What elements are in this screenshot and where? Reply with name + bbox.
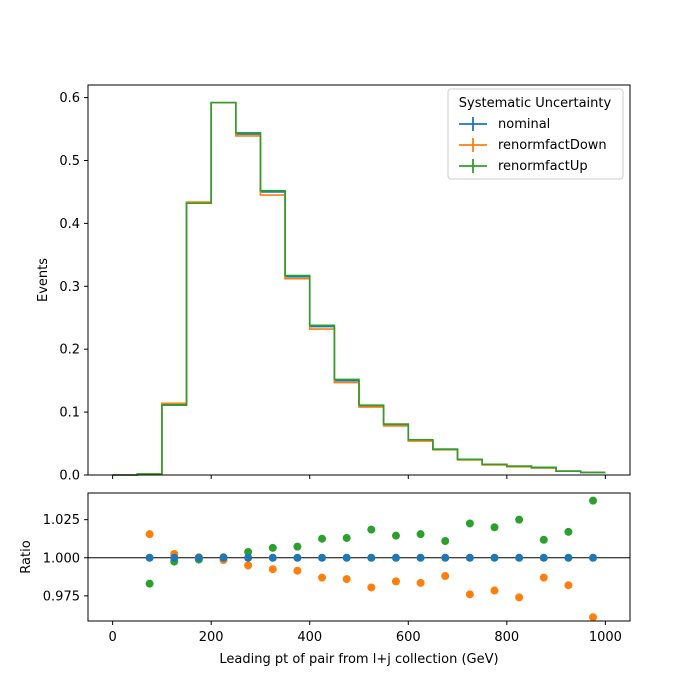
ratio-point-nominal: [219, 553, 228, 562]
ratio-x-ticks: 0 200 400 600 800 1000: [108, 621, 622, 645]
ratio-y-ticks: 0.975 1.000 1.025: [43, 513, 88, 604]
ratio-x-tick-label: 1000: [589, 630, 622, 645]
legend-entry-renormfactUp: renormfactUp: [459, 159, 588, 174]
legend-label-renormfactDown: renormfactDown: [498, 138, 607, 153]
ratio-point-renormfactUp: [145, 579, 154, 588]
ratio-point-nominal: [145, 553, 154, 562]
main-y-ticks: 0.0 0.1 0.2 0.3 0.4 0.5 0.6: [59, 91, 88, 484]
ratio-point-renormfactDown: [539, 573, 548, 582]
ratio-point-renormfactDown: [367, 583, 376, 592]
ratio-x-tick-label: 0: [108, 630, 116, 645]
main-y-tick-label: 0.4: [59, 217, 80, 232]
legend-title: Systematic Uncertainty: [459, 96, 612, 111]
ratio-point-nominal: [318, 553, 327, 562]
ratio-x-tick-label: 600: [396, 630, 421, 645]
ratio-point-renormfactUp: [465, 519, 474, 528]
ratio-point-renormfactDown: [465, 590, 474, 599]
ratio-point-renormfactUp: [391, 531, 400, 540]
ratio-x-tick-label: 200: [199, 630, 224, 645]
ratio-point-nominal: [268, 553, 277, 562]
main-y-tick-label: 0.3: [59, 280, 80, 295]
ratio-point-renormfactDown: [318, 573, 327, 582]
ratio-point-nominal: [293, 553, 302, 562]
ratio-point-renormfactDown: [145, 530, 154, 539]
ratio-point-renormfactDown: [589, 613, 598, 622]
ratio-point-nominal: [490, 553, 499, 562]
ratio-point-nominal: [539, 553, 548, 562]
ratio-point-renormfactDown: [391, 577, 400, 586]
ratio-point-renormfactUp: [490, 523, 499, 532]
ratio-point-renormfactDown: [515, 593, 524, 602]
main-y-tick-label: 0.5: [59, 154, 80, 169]
ratio-point-nominal: [244, 553, 253, 562]
ratio-point-renormfactUp: [244, 547, 253, 556]
ratio-point-renormfactDown: [564, 581, 573, 590]
step-series-renormfactUp: [112, 101, 606, 476]
legend-entry-nominal: nominal: [459, 117, 550, 132]
ratio-point-renormfactDown: [268, 565, 277, 574]
main-axes-frame: [87, 84, 631, 476]
ratio-point-nominal: [194, 553, 203, 562]
ratio-point-nominal: [391, 553, 400, 562]
ratio-point-renormfactDown: [441, 572, 450, 581]
ratio-point-nominal: [515, 553, 524, 562]
ratio-axes-frame: [87, 492, 631, 622]
main-panel: 0.0 0.1 0.2 0.3 0.4 0.5 0.6 Events Systematic …: [36, 84, 631, 484]
ratio-point-renormfactDown: [342, 575, 351, 584]
main-y-tick-label: 0.6: [59, 91, 80, 106]
ratio-point-renormfactDown: [490, 586, 499, 595]
ratio-point-renormfactUp: [564, 527, 573, 536]
ratio-point-renormfactUp: [441, 537, 450, 545]
main-y-axis-label: Events: [36, 258, 51, 302]
ratio-points: [145, 496, 598, 622]
x-axis-label: Leading pt of pair from l+j collection (…: [219, 652, 498, 667]
ratio-point-nominal: [465, 553, 474, 562]
ratio-point-nominal: [441, 553, 450, 562]
ratio-y-tick-label: 1.025: [43, 513, 80, 528]
legend: Systematic Uncertainty nominal renormfac…: [447, 88, 624, 180]
ratio-point-renormfactUp: [342, 533, 351, 542]
ratio-point-nominal: [342, 553, 351, 562]
ratio-x-tick-label: 400: [297, 630, 322, 645]
main-x-ticks: [112, 475, 606, 479]
ratio-point-renormfactUp: [293, 542, 302, 551]
main-step-series: [112, 101, 606, 476]
ratio-point-renormfactDown: [293, 566, 302, 575]
main-y-tick-label: 0.0: [59, 469, 80, 484]
legend-frame: [447, 88, 624, 180]
ratio-point-nominal: [367, 553, 376, 562]
ratio-point-renormfactUp: [367, 525, 376, 534]
ratio-point-nominal: [170, 553, 179, 562]
legend-label-renormfactUp: renormfactUp: [498, 159, 588, 174]
ratio-y-tick-label: 0.975: [43, 589, 80, 604]
ratio-point-renormfactUp: [416, 530, 425, 539]
ratio-point-renormfactUp: [515, 515, 524, 524]
ratio-x-tick-label: 800: [494, 630, 519, 645]
ratio-point-renormfactUp: [318, 534, 327, 543]
ratio-point-renormfactDown: [244, 561, 253, 570]
ratio-point-nominal: [589, 553, 598, 562]
ratio-point-nominal: [564, 553, 573, 562]
ratio-point-renormfactDown: [416, 578, 425, 587]
ratio-point-renormfactUp: [589, 496, 598, 505]
ratio-point-renormfactUp: [539, 535, 548, 544]
ratio-y-axis-label: Ratio: [19, 540, 34, 573]
ratio-y-tick-label: 1.000: [43, 551, 80, 566]
legend-label-nominal: nominal: [498, 117, 550, 132]
main-y-tick-label: 0.1: [59, 406, 80, 421]
main-y-tick-label: 0.2: [59, 343, 80, 358]
ratio-point-nominal: [416, 553, 425, 562]
legend-entry-renormfactDown: renormfactDown: [459, 138, 607, 153]
ratio-point-renormfactUp: [268, 543, 277, 552]
